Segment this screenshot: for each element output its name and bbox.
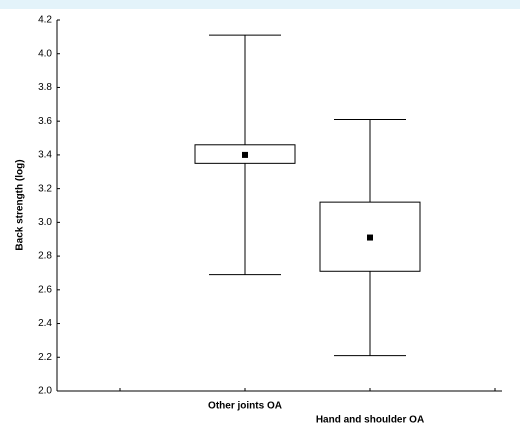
y-tick-label: 3.2 xyxy=(38,183,52,194)
y-tick-label: 4.2 xyxy=(38,15,52,26)
x-tick-label: Other joints OA xyxy=(208,401,282,412)
y-tick-label: 2.4 xyxy=(38,318,52,329)
y-tick-label: 2.8 xyxy=(38,251,52,262)
x-tick-label: Hand and shoulder OA xyxy=(316,415,424,423)
mean-marker xyxy=(242,151,248,158)
y-tick-label: 3.8 xyxy=(38,82,52,93)
y-tick-label: 2.0 xyxy=(38,386,52,397)
axes xyxy=(56,20,502,392)
y-tick-label: 3.6 xyxy=(38,116,52,127)
y-tick-label: 2.6 xyxy=(38,284,52,295)
y-tick-label: 3.4 xyxy=(38,150,52,161)
header-band xyxy=(0,0,520,9)
y-tick-label: 2.2 xyxy=(38,352,52,363)
y-tick-label: 3.0 xyxy=(38,217,52,228)
mean-marker xyxy=(367,234,373,241)
y-axis-label: Back strength (log) xyxy=(15,159,26,250)
y-tick-label: 4.0 xyxy=(38,48,52,59)
